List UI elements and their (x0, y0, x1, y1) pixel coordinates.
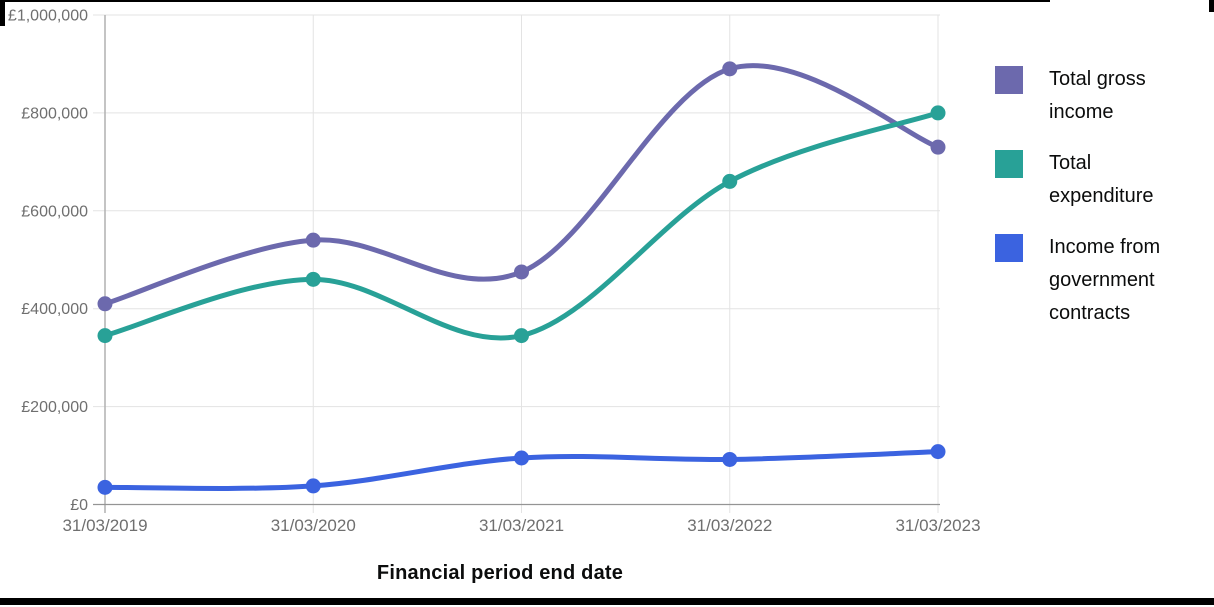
screen-edge-artifact-top-right (1209, 0, 1214, 12)
data-point-total-gross-income[interactable] (514, 264, 529, 280)
legend-label: Total gross income (1049, 68, 1146, 123)
gridlines (93, 14, 940, 513)
x-tick-label: 31/03/2019 (62, 516, 147, 535)
data-point-total-expenditure[interactable] (514, 328, 529, 344)
data-point-total-expenditure[interactable] (722, 173, 738, 189)
data-point-total-expenditure[interactable] (305, 271, 321, 287)
x-tick-label: 31/03/2021 (479, 516, 564, 535)
screen-edge-artifact-top-left (0, 0, 5, 26)
y-tick-label: £600,000 (21, 203, 88, 220)
data-point-total-gross-income[interactable] (97, 296, 113, 312)
data-series (97, 61, 946, 495)
data-point-total-gross-income[interactable] (930, 139, 946, 155)
data-point-income-from-government-contracts[interactable] (722, 451, 738, 467)
x-tick-label: 31/03/2020 (271, 516, 356, 535)
y-tick-label: £200,000 (21, 399, 88, 416)
axis-lines (93, 15, 940, 513)
legend-swatch-total-expenditure (995, 150, 1023, 178)
legend-item-income-government-contracts[interactable]: Income from government contracts (995, 231, 1200, 330)
y-tick-label: £800,000 (21, 105, 88, 122)
data-point-total-expenditure[interactable] (97, 328, 113, 344)
y-axis-tick-labels: £0 £200,000 £400,000 £600,000 £800,000 £1,000… (8, 8, 88, 515)
y-tick-label: £400,000 (21, 301, 88, 318)
legend-item-total-expenditure[interactable]: Total expenditure (995, 147, 1200, 213)
x-axis-title: Financial period end date (376, 562, 624, 584)
legend-label: Total expenditure (1049, 152, 1154, 207)
legend-swatch-income-government-contracts (995, 234, 1023, 262)
screen-edge-artifact-bottom (0, 598, 1214, 605)
x-axis-tick-labels: 31/03/2019 31/03/2020 31/03/2021 31/03/2022… (62, 516, 980, 535)
y-tick-label: £1,000,000 (8, 8, 88, 25)
data-point-income-from-government-contracts[interactable] (305, 478, 321, 494)
screen-edge-artifact-top (0, 0, 1050, 2)
x-tick-label: 31/03/2023 (895, 516, 980, 535)
data-point-total-gross-income[interactable] (722, 61, 738, 77)
legend-swatch-total-gross-income (995, 66, 1023, 94)
data-point-total-expenditure[interactable] (930, 105, 946, 121)
legend-item-total-gross-income[interactable]: Total gross income (995, 63, 1200, 129)
x-tick-label: 31/03/2022 (687, 516, 772, 535)
y-tick-label: £0 (70, 497, 88, 514)
data-point-income-from-government-contracts[interactable] (97, 479, 113, 495)
legend-label: Income from government contracts (1049, 236, 1161, 324)
chart-legend: Total gross income Total expenditure Inc… (995, 63, 1200, 330)
data-point-total-gross-income[interactable] (305, 232, 321, 248)
data-point-income-from-government-contracts[interactable] (514, 450, 529, 466)
data-point-income-from-government-contracts[interactable] (930, 444, 946, 460)
